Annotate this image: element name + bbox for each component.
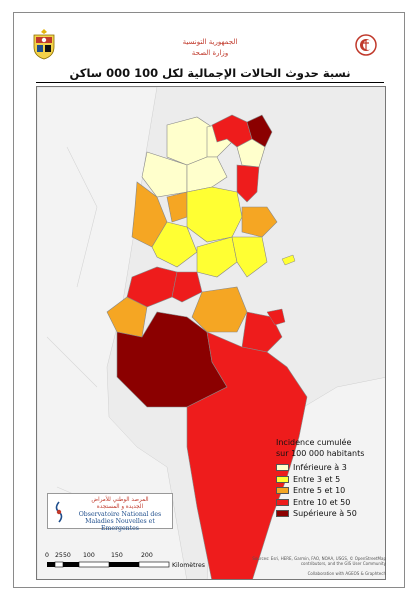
region-mahdia [241, 206, 278, 238]
legend-item: Entre 5 et 10 [276, 485, 386, 497]
legend: Incidence cumulée sur 100 000 habitants … [276, 437, 386, 520]
tunisia-map [37, 87, 385, 579]
collaboration-credit: Collaboration with AGEOS & Graphtech [307, 571, 386, 576]
legend-swatch [276, 498, 289, 506]
scale-tick-label: 100 [83, 552, 95, 559]
scale-tick-label: 0 [45, 552, 49, 559]
legend-item: Supérieure à 50 [276, 508, 386, 520]
scale-ticks: 0 25 50 100 150 200 [45, 552, 205, 561]
scale-tick-label: 25 [55, 552, 63, 559]
legend-swatch [276, 464, 289, 472]
legend-label: Inférieure à 3 [293, 463, 347, 473]
scale-unit: Kilomètres [172, 562, 205, 569]
legend-items: Inférieure à 3 Entre 3 et 5 Entre 5 et 10 E… [276, 462, 386, 520]
observatory-logo: المرصد الوطني للأمراض الجديدة و المستجدة… [47, 493, 173, 532]
ministry-logo-icon [355, 34, 377, 56]
region-medenine [241, 311, 283, 353]
region-kasserine-north [166, 191, 188, 223]
region-gafsa [171, 271, 203, 303]
legend-item: Entre 10 et 50 [276, 497, 386, 509]
republic-label: الجمهورية التونسية [182, 38, 238, 46]
observatory-arabic-line2: الجديدة و المستجدة [96, 504, 144, 510]
scale-bar-graphic [47, 561, 170, 568]
sources-credit: Sources: Esri, HERE, Garmin, FAO, NOAA, … [226, 556, 386, 566]
observatory-icon [55, 501, 63, 523]
scale-bar: 0 25 50 100 150 200 Kilomètres [45, 552, 205, 577]
region-sidibouzid [196, 236, 238, 278]
scale-tick-label: 200 [141, 552, 153, 559]
observatory-french-line2: Maladies Nouvelles et Emergentes [85, 518, 155, 532]
legend-label: Entre 3 et 5 [293, 474, 341, 484]
region-djerba [266, 308, 286, 326]
region-jendouba [141, 151, 188, 198]
region-nabeul-north [246, 114, 273, 148]
legend-swatch [276, 475, 289, 483]
region-kerkennah [281, 254, 296, 266]
algeria-land [37, 87, 187, 579]
legend-label: Entre 5 et 10 [293, 486, 346, 496]
scale-tick-label: 50 [63, 552, 71, 559]
legend-item: Inférieure à 3 [276, 462, 386, 474]
title-underline [36, 64, 384, 83]
region-kairouan [186, 186, 243, 243]
legend-swatch [276, 487, 289, 495]
coat-of-arms-icon [33, 29, 55, 60]
legend-label: Supérieure à 50 [293, 509, 357, 519]
scale-tick-label: 150 [111, 552, 123, 559]
map-title: نسبة حدوث الحالات الإجمالية لكل 100 000 … [69, 66, 351, 80]
region-tataouine [186, 331, 308, 579]
observatory-french-line1: Observatoire National des [78, 511, 162, 518]
legend-label: Entre 10 et 50 [293, 497, 351, 507]
region-kasserine [151, 221, 198, 268]
region-sfax [231, 236, 268, 278]
ministry-label: وزارة الصحة [191, 49, 229, 57]
observatory-arabic-line1: المرصد الوطني للأمراض [91, 497, 149, 503]
legend-title-line1: Incidence cumulée [276, 438, 352, 447]
region-sousse [236, 164, 260, 203]
legend-item: Entre 3 et 5 [276, 474, 386, 486]
region-gabes [191, 286, 248, 333]
sources-line2: contributors, and the GIS User Community [300, 561, 386, 566]
legend-title-line2: sur 100 000 habitants [276, 449, 365, 458]
sources-line1: Sources: Esri, HERE, Garmin, FAO, NOAA, … [252, 556, 386, 561]
legend-swatch [276, 510, 289, 518]
